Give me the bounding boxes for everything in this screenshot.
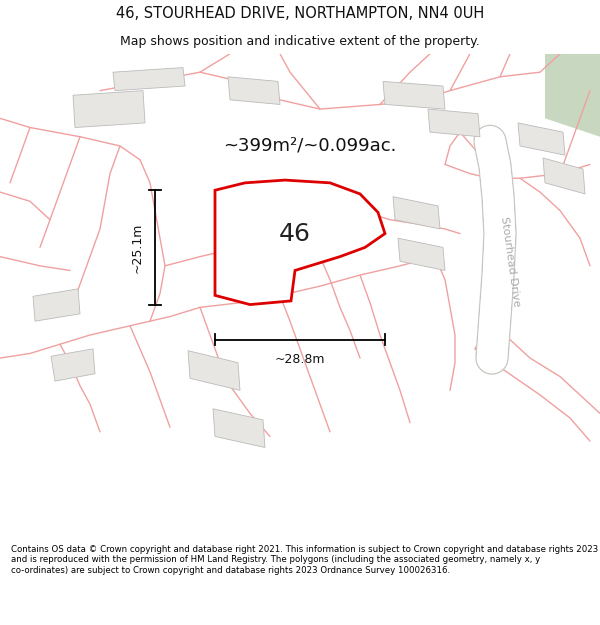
Polygon shape	[545, 54, 600, 137]
Polygon shape	[33, 289, 80, 321]
Text: Contains OS data © Crown copyright and database right 2021. This information is : Contains OS data © Crown copyright and d…	[11, 545, 598, 575]
Polygon shape	[518, 123, 565, 155]
Polygon shape	[73, 91, 145, 128]
Text: 46, STOURHEAD DRIVE, NORTHAMPTON, NN4 0UH: 46, STOURHEAD DRIVE, NORTHAMPTON, NN4 0U…	[116, 6, 484, 21]
Polygon shape	[543, 158, 585, 194]
Text: ~28.8m: ~28.8m	[275, 353, 325, 366]
Text: Stourhead Drive: Stourhead Drive	[499, 216, 521, 307]
Polygon shape	[188, 351, 240, 391]
Polygon shape	[215, 180, 385, 304]
Polygon shape	[428, 109, 480, 137]
Text: ~399m²/~0.099ac.: ~399m²/~0.099ac.	[223, 137, 397, 155]
Text: ~25.1m: ~25.1m	[131, 222, 143, 272]
Polygon shape	[398, 238, 445, 271]
Polygon shape	[51, 349, 95, 381]
Text: 46: 46	[279, 222, 311, 246]
Text: Map shows position and indicative extent of the property.: Map shows position and indicative extent…	[120, 36, 480, 48]
Polygon shape	[383, 81, 445, 109]
Polygon shape	[228, 77, 280, 104]
Polygon shape	[113, 68, 185, 91]
Polygon shape	[213, 409, 265, 447]
Polygon shape	[393, 197, 440, 229]
